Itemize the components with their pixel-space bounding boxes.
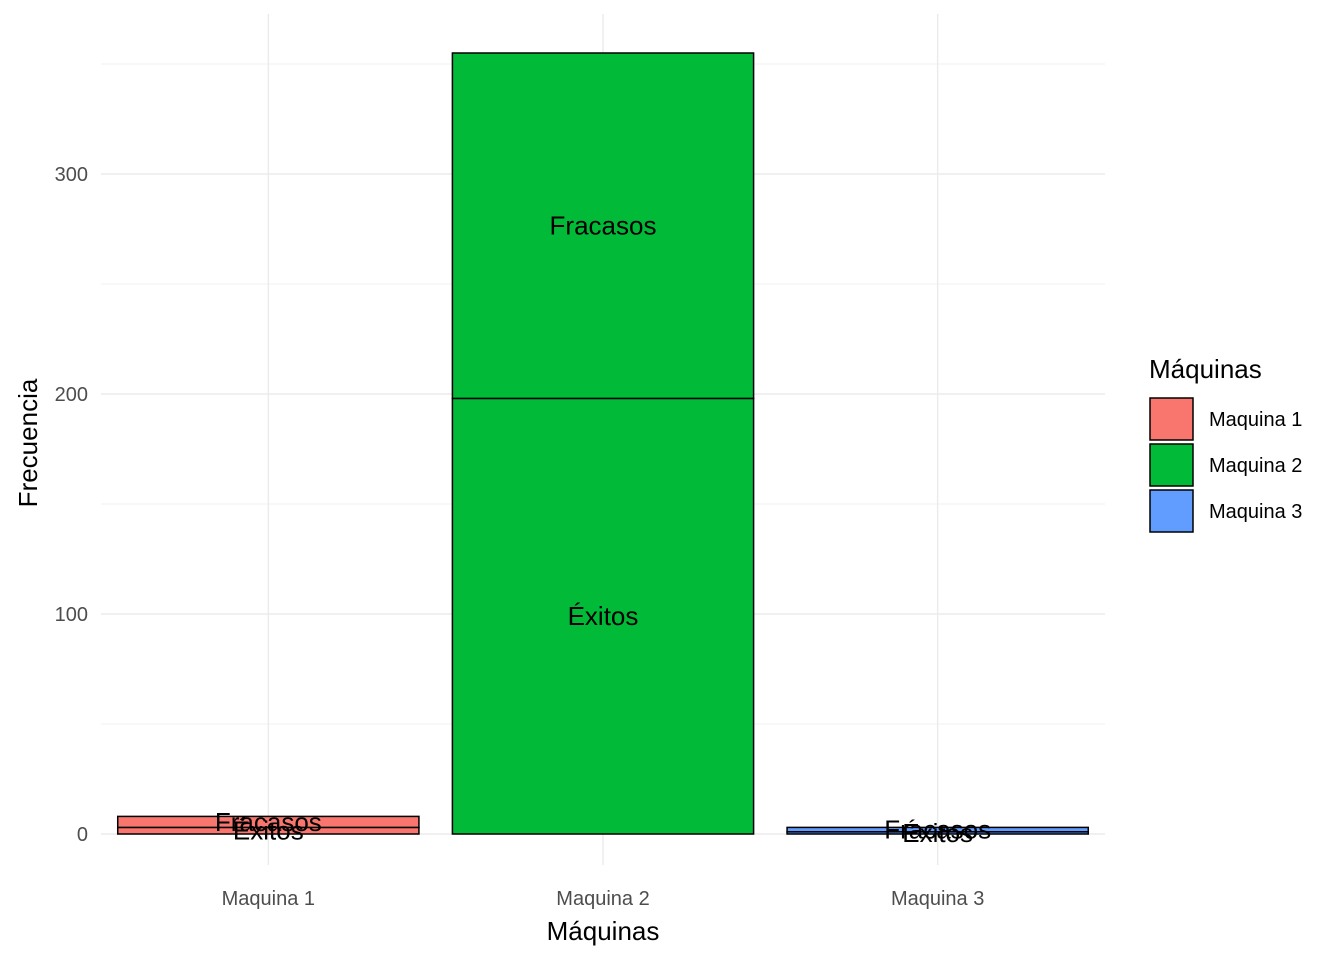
bar-segment [451, 52, 755, 400]
legend-key [1149, 443, 1194, 487]
bar-segment-label: Fracasos [215, 807, 322, 837]
bar-segment-label: Éxitos [233, 816, 304, 846]
bars [116, 52, 1090, 835]
y-tick-label: 300 [55, 164, 88, 186]
bar-labels: ÉxitosFracasosÉxitosFracasosÉxitosFracas… [215, 211, 991, 848]
y-tick-label: 100 [55, 604, 88, 626]
bar-segment-label: Fracasos [550, 211, 657, 241]
x-tick-label: Maquina 2 [556, 888, 649, 910]
bar-segment [786, 826, 1090, 833]
axes: 0 100 200 300 Maquina 1 Maquina 2 Maquina 3 [55, 164, 985, 910]
bar-segment [451, 397, 755, 835]
x-tick-label: Maquina 1 [222, 888, 315, 910]
y-tick-label: 200 [55, 384, 88, 406]
bar-segment-label: Éxitos [902, 818, 973, 848]
legend-label: Maquina 1 [1209, 409, 1302, 431]
legend-title: Máquinas [1149, 354, 1262, 384]
x-axis-title: Máquinas [547, 916, 660, 946]
legend: Máquinas Maquina 1 Maquina 2 Maquina 3 [1149, 354, 1302, 533]
legend-label: Maquina 3 [1209, 501, 1302, 523]
bar-segment-label: Éxitos [568, 601, 639, 631]
legend-items: Maquina 1 Maquina 2 Maquina 3 [1149, 397, 1302, 533]
legend-label: Maquina 2 [1209, 455, 1302, 477]
bar-segment [116, 815, 420, 829]
y-axis-title: Frecuencia [13, 378, 43, 507]
legend-key [1149, 397, 1194, 441]
x-tick-label: Maquina 3 [891, 888, 984, 910]
y-tick-label: 0 [77, 824, 88, 846]
bar-segment-label: Fracasos [884, 815, 991, 845]
legend-key [1149, 489, 1194, 533]
